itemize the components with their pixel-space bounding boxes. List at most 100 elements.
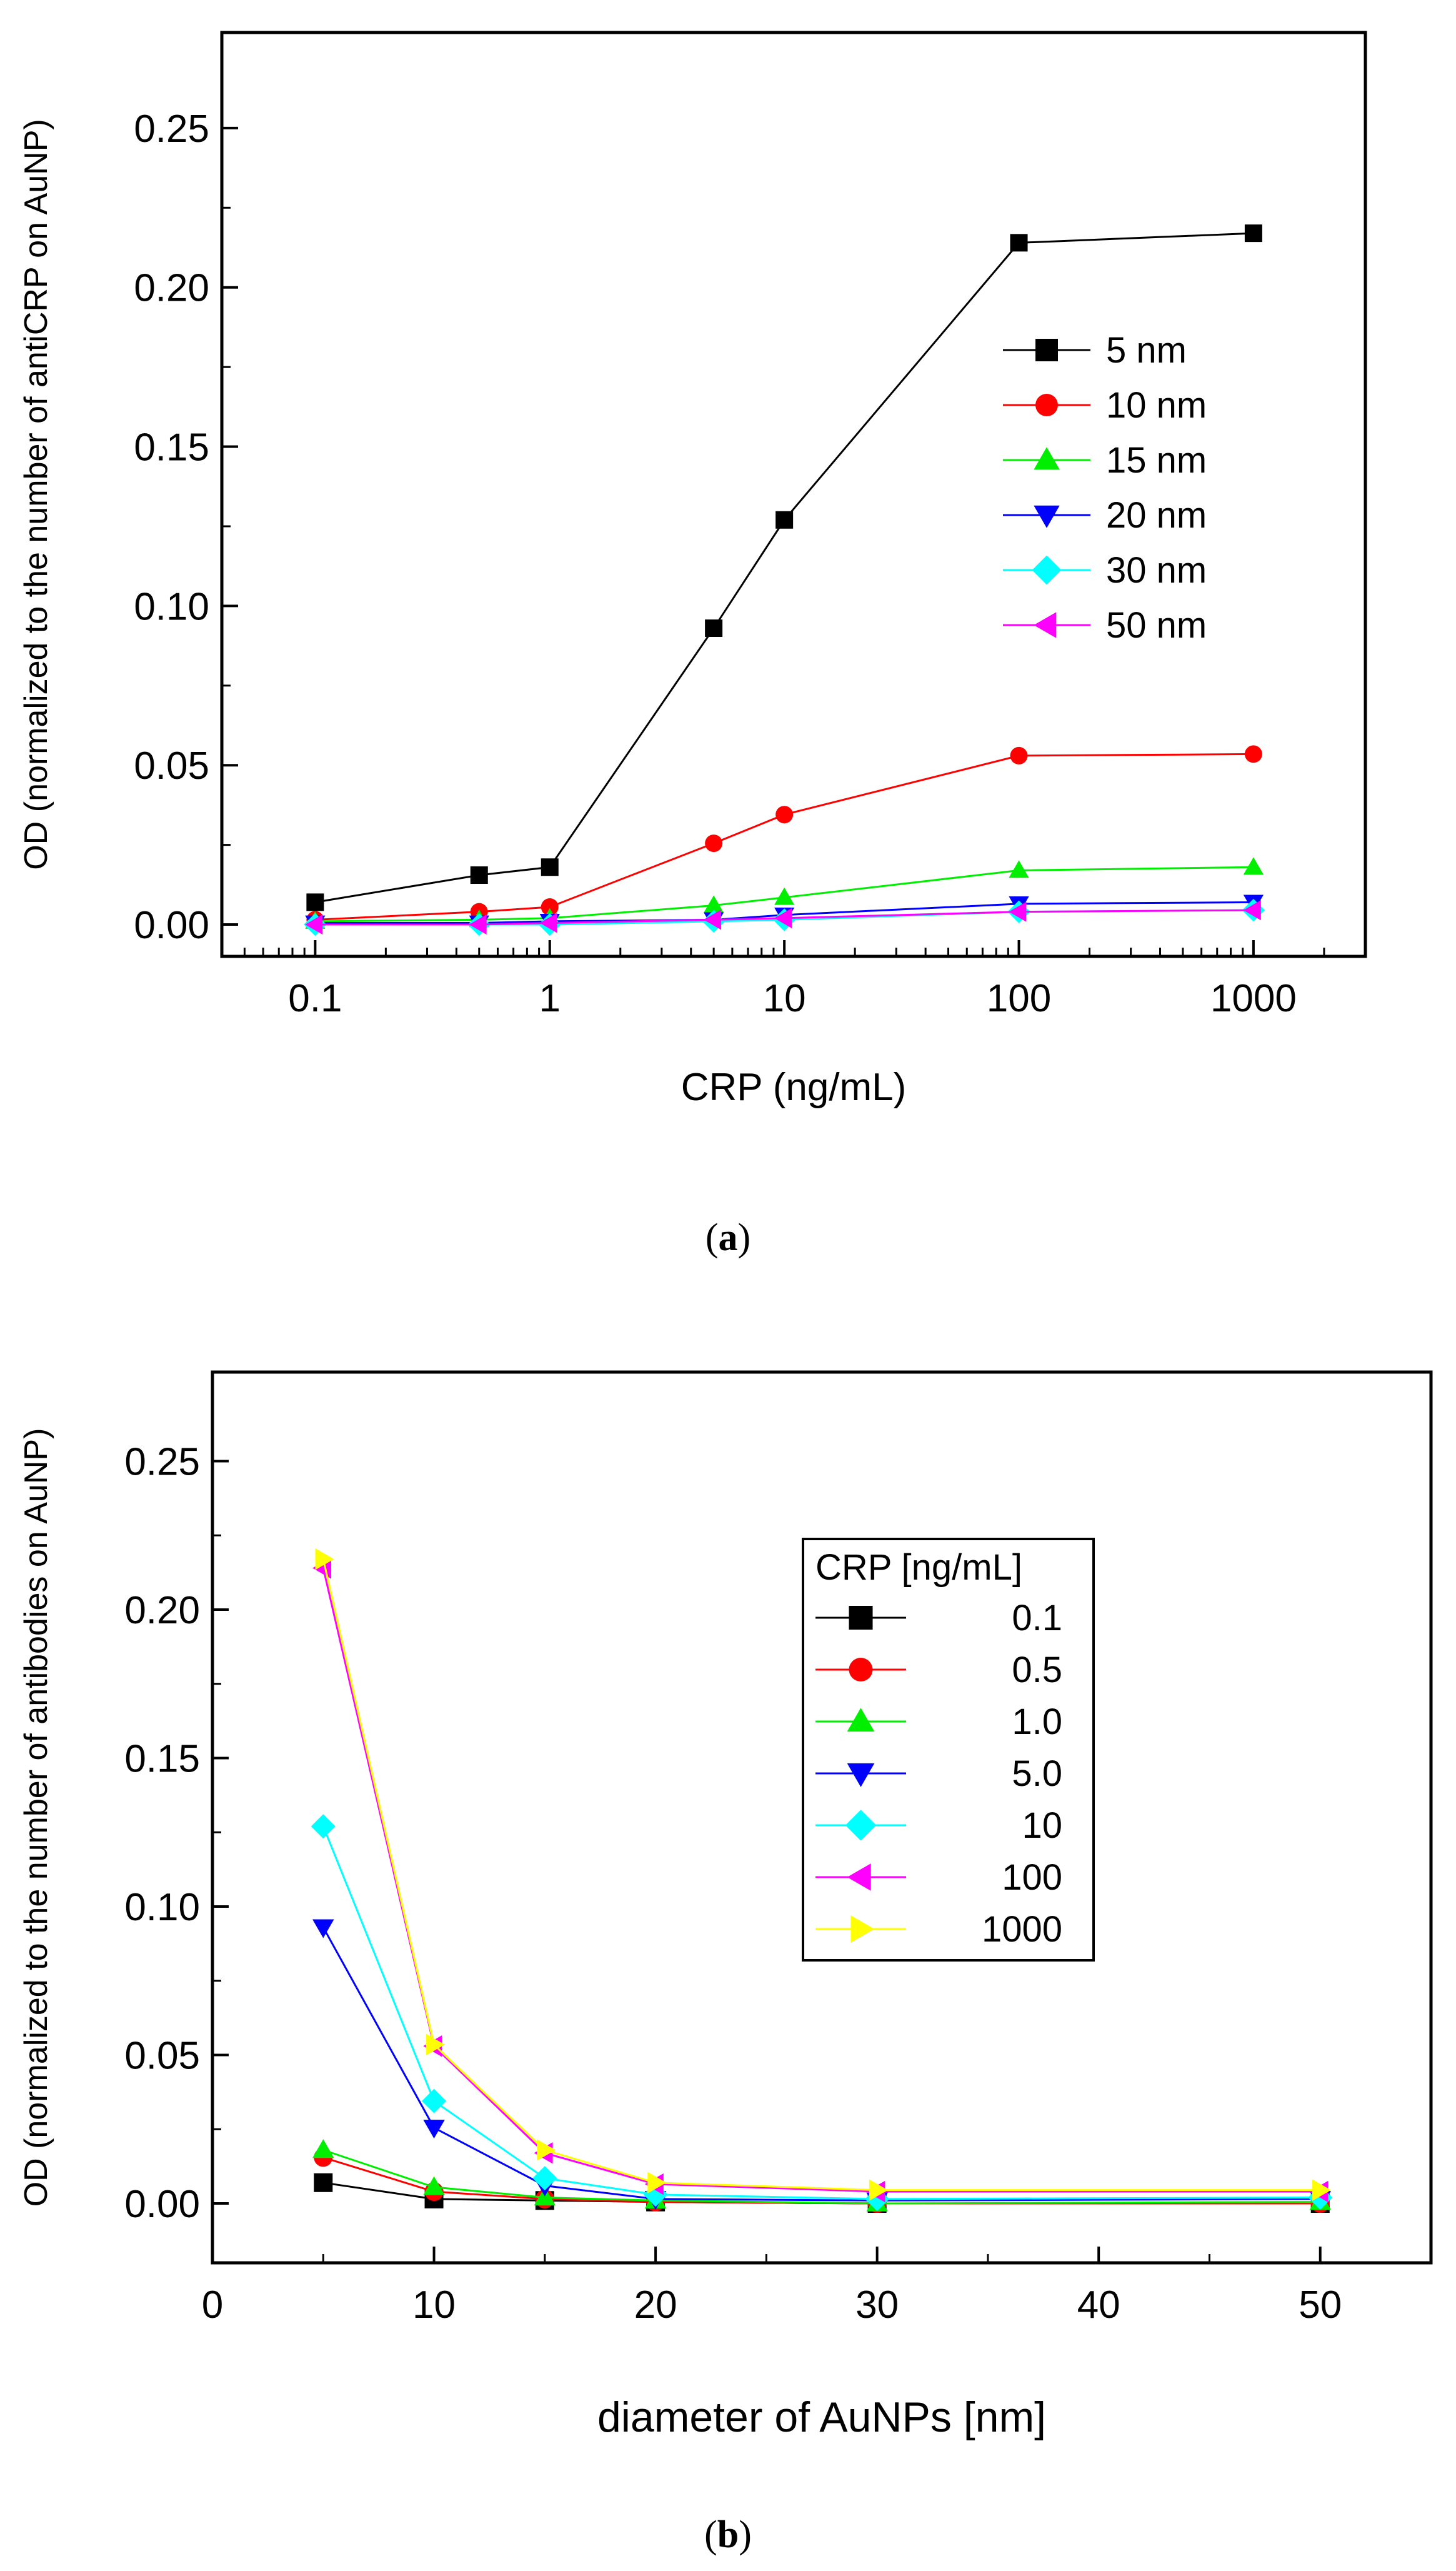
data-point <box>311 1814 336 1839</box>
data-point <box>774 887 795 905</box>
legend-label: 1000 <box>982 1909 1062 1950</box>
data-point <box>532 2166 557 2191</box>
x-axis-label: CRP (ng/mL) <box>681 1066 907 1109</box>
y-tick-label: 0.25 <box>124 1441 200 1484</box>
legend-marker <box>845 1810 877 1841</box>
caption-a: (a) <box>705 1216 751 1259</box>
plot-frame <box>220 31 1367 958</box>
data-point <box>426 2033 445 2056</box>
legend-title: CRP [ng/mL] <box>815 1547 1022 1588</box>
legend-marker <box>850 1915 875 1943</box>
data-point <box>470 866 488 885</box>
x-tick-label: 40 <box>1077 2283 1120 2327</box>
data-point <box>315 1548 334 1570</box>
data-point <box>1243 857 1264 875</box>
y-tick-label: 0.10 <box>134 585 209 628</box>
data-point <box>423 2120 445 2139</box>
data-point <box>775 511 794 529</box>
series-50-nm <box>305 900 1261 935</box>
data-point <box>704 895 724 913</box>
legend-marker <box>847 1708 875 1732</box>
legend-marker <box>1035 394 1058 416</box>
y-tick-label: 0.20 <box>124 1589 200 1632</box>
series-line <box>322 2156 1320 2205</box>
data-point <box>541 898 559 916</box>
data-point <box>647 2172 667 2193</box>
legend-label: 30 nm <box>1106 550 1207 591</box>
x-tick-label: 10 <box>763 977 806 1020</box>
series-line <box>322 1558 1320 2192</box>
caption-b: (b) <box>704 2513 752 2556</box>
legend-marker <box>1034 505 1060 528</box>
legend-marker <box>849 1658 873 1681</box>
legend-label: 50 nm <box>1106 605 1207 646</box>
legend-label: 15 nm <box>1106 440 1207 481</box>
data-point <box>1244 745 1262 763</box>
data-point <box>774 908 792 928</box>
series-line <box>322 2149 1320 2205</box>
y-tick-label: 0.25 <box>134 108 209 151</box>
y-tick-label: 0.10 <box>124 1886 200 1929</box>
data-point <box>1312 2179 1331 2201</box>
series-line <box>322 1826 1320 2200</box>
series-5-0 <box>312 1919 1331 2212</box>
series-1000 <box>315 1548 1331 2201</box>
data-point <box>1244 224 1262 243</box>
data-point <box>705 834 723 853</box>
x-tick-label: 10 <box>412 2283 456 2327</box>
data-point <box>704 910 722 930</box>
series-line <box>322 1927 1320 2202</box>
data-point <box>705 619 723 638</box>
legend-marker <box>1034 612 1057 638</box>
x-tick-label: 50 <box>1299 2283 1342 2327</box>
data-point <box>312 2139 334 2158</box>
legend-label: 20 nm <box>1106 495 1207 536</box>
data-point <box>1009 901 1027 922</box>
data-point <box>423 2176 445 2195</box>
x-tick-label: 30 <box>855 2283 899 2327</box>
x-tick-label: 100 <box>987 977 1051 1020</box>
y-tick-label: 0.05 <box>134 744 209 788</box>
data-point <box>537 2139 556 2161</box>
data-point <box>306 893 324 911</box>
y-tick-label: 0.05 <box>124 2035 200 2078</box>
y-tick-label: 0.20 <box>134 267 209 310</box>
legend: CRP [ng/mL] 0.1 0.5 1.0 5.0 10 100 1000 <box>802 1538 1095 1962</box>
data-point <box>314 2173 333 2192</box>
legend-marker <box>847 1763 875 1787</box>
legend-label: 0.5 <box>1012 1650 1062 1690</box>
series-5-nm <box>306 224 1262 911</box>
legend-label: 5 nm <box>1106 330 1187 371</box>
y-tick-label: 0.00 <box>134 904 209 947</box>
legend-label: 10 nm <box>1106 385 1207 426</box>
data-point <box>312 1919 334 1938</box>
y-axis-label: OD (normalized to the number of antibodi… <box>18 1428 54 2207</box>
data-point <box>469 914 487 935</box>
legend-label: 10 <box>1022 1805 1062 1846</box>
x-tick-label: 0 <box>202 2283 223 2327</box>
legend: 5 nm 10 nm 15 nm 20 nm 30 nm 50 nm <box>1003 330 1207 646</box>
data-point <box>1010 234 1028 252</box>
data-point <box>775 806 794 824</box>
data-point <box>541 858 559 876</box>
data-point <box>539 913 557 933</box>
data-point <box>869 2179 888 2201</box>
data-point <box>1243 900 1261 921</box>
data-point <box>422 2088 447 2113</box>
x-tick-label: 0.1 <box>288 977 342 1020</box>
plot-frame <box>211 1370 1433 2265</box>
y-axis-label: OD (normalized to the number of antiCRP … <box>18 119 54 870</box>
panel-b-chart: 0.00 0.05 0.10 0.15 0.20 0.25 0 10 20 30 40 50 diame… <box>18 1370 1433 2441</box>
legend-label: 5.0 <box>1012 1753 1062 1794</box>
legend-label: 1.0 <box>1012 1701 1062 1742</box>
x-tick-label: 1 <box>539 977 561 1020</box>
legend-marker <box>847 1863 871 1891</box>
legend-label: 0.1 <box>1012 1598 1062 1638</box>
data-point <box>1010 746 1028 764</box>
data-point <box>305 914 323 935</box>
legend-marker <box>1034 447 1060 470</box>
legend-label: 100 <box>1002 1857 1062 1898</box>
y-tick-label: 0.15 <box>124 1738 200 1781</box>
legend-marker <box>1035 339 1058 361</box>
